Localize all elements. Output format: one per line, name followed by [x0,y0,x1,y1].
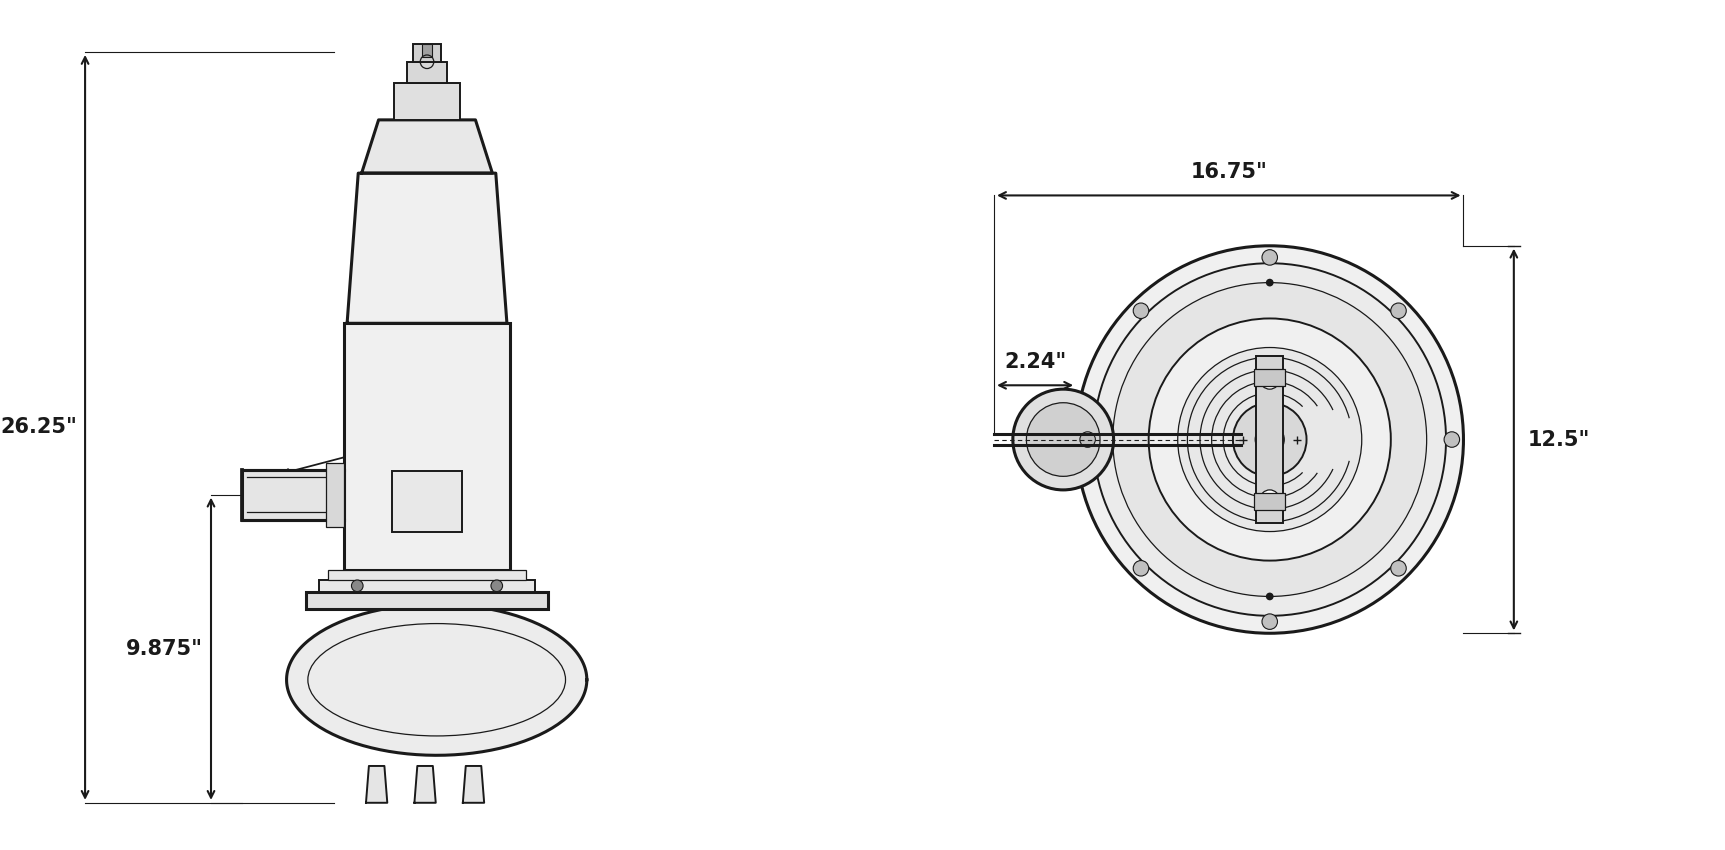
Text: 12.5": 12.5" [1527,429,1590,450]
Bar [242,469,343,520]
Circle shape [1233,403,1306,476]
Bar [392,472,462,531]
Bar [319,580,535,592]
Bar [407,62,447,83]
Bar [1256,356,1283,523]
Bar [305,592,549,609]
Polygon shape [462,766,485,802]
Circle shape [1133,303,1149,319]
Text: 2.24": 2.24" [1004,352,1066,371]
Circle shape [1149,319,1390,561]
Circle shape [1444,432,1459,447]
Text: 3″NPT: 3″NPT [404,415,474,435]
Polygon shape [286,604,586,756]
Text: 16.75": 16.75" [1190,162,1268,182]
Polygon shape [366,766,388,802]
Text: 26.25": 26.25" [0,417,78,438]
Bar [414,44,440,62]
Bar [326,462,343,527]
Polygon shape [362,120,492,173]
Bar [1254,369,1285,386]
Circle shape [1080,432,1095,447]
Circle shape [1076,246,1463,633]
Circle shape [1259,370,1280,389]
Polygon shape [347,173,507,323]
Bar [393,83,461,120]
Circle shape [1013,389,1114,490]
Circle shape [1259,490,1280,509]
Circle shape [1266,279,1273,286]
Circle shape [1094,264,1446,615]
Circle shape [352,580,362,592]
Polygon shape [414,766,436,802]
Bar [423,44,431,57]
Circle shape [1178,348,1361,531]
Circle shape [1133,560,1149,576]
Circle shape [1113,282,1427,597]
Bar [1254,493,1285,510]
Circle shape [1263,250,1278,265]
Circle shape [1390,303,1406,319]
Circle shape [1263,614,1278,629]
Bar [328,570,526,580]
Circle shape [1390,560,1406,576]
Bar [343,323,511,570]
Circle shape [1026,403,1101,476]
Bar [431,0,455,6]
Circle shape [1256,425,1285,454]
Circle shape [492,580,502,592]
Circle shape [1266,592,1273,600]
Text: 9.875": 9.875" [126,638,204,659]
